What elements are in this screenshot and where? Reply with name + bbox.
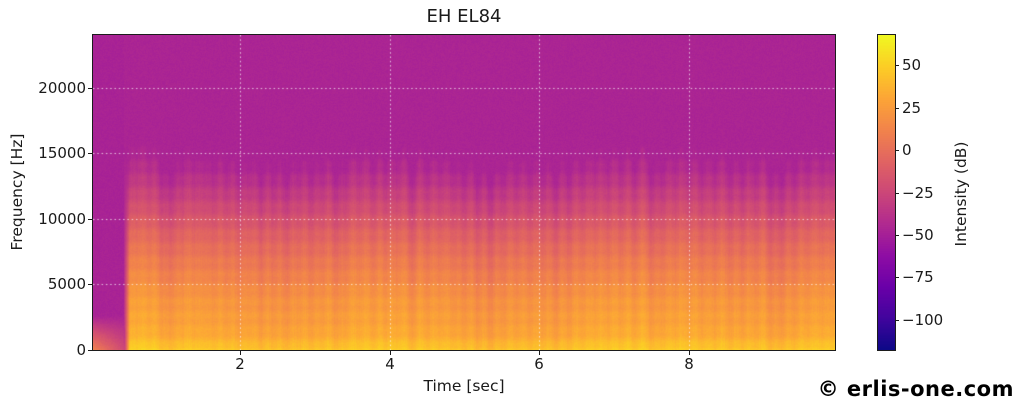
- plot-area: [92, 34, 836, 351]
- y-tick-label: 5000: [47, 275, 86, 293]
- colorbar-tick-label: 0: [902, 141, 912, 159]
- colorbar-tick-label: 25: [902, 99, 922, 117]
- colorbar-label: Intensity (dB): [952, 141, 970, 247]
- x-tick-mark: [539, 351, 540, 355]
- colorbar-tick-mark: [896, 277, 899, 278]
- colorbar-gradient: [878, 35, 895, 350]
- x-tick-label: 8: [684, 355, 694, 373]
- x-tick-label: 6: [534, 355, 544, 373]
- colorbar-tick-mark: [896, 108, 899, 109]
- x-tick-label: 4: [385, 355, 395, 373]
- colorbar-tick-mark: [896, 150, 899, 151]
- colorbar-tick-mark: [896, 235, 899, 236]
- x-tick-label: 2: [235, 355, 245, 373]
- watermark: © erlis-one.com: [817, 377, 1014, 401]
- y-tick-mark: [88, 219, 92, 220]
- colorbar-tick-label: −100: [902, 311, 944, 329]
- spectrogram-canvas: [93, 35, 835, 350]
- y-tick-mark: [88, 153, 92, 154]
- y-tick-label: 20000: [38, 79, 86, 97]
- colorbar-tick-mark: [896, 320, 899, 321]
- y-tick-mark: [88, 88, 92, 89]
- y-tick-mark: [88, 350, 92, 351]
- y-tick-label: 0: [76, 341, 86, 359]
- x-axis-label: Time [sec]: [423, 377, 505, 395]
- colorbar-tick-label: −50: [902, 226, 934, 244]
- x-tick-mark: [689, 351, 690, 355]
- y-tick-label: 15000: [38, 144, 86, 162]
- x-tick-mark: [390, 351, 391, 355]
- colorbar-tick-mark: [896, 193, 899, 194]
- colorbar-tick-label: 50: [902, 56, 922, 74]
- x-tick-mark: [240, 351, 241, 355]
- y-tick-mark: [88, 284, 92, 285]
- y-tick-label: 10000: [38, 210, 86, 228]
- colorbar-tick-label: −25: [902, 184, 934, 202]
- colorbar-tick-mark: [896, 65, 899, 66]
- colorbar-tick-label: −75: [902, 268, 934, 286]
- chart-title: EH EL84: [426, 6, 502, 27]
- colorbar: [877, 34, 896, 351]
